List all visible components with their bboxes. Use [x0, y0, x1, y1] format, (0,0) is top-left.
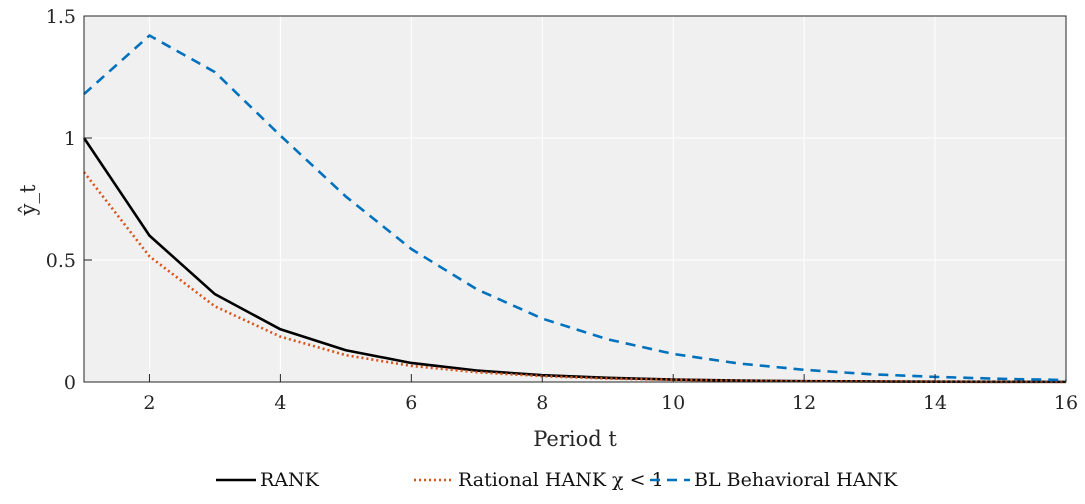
- x-tick-label: 12: [792, 392, 816, 414]
- plot-frame: [83, 15, 1067, 383]
- y-axis-title: ŷ_t: [16, 184, 40, 216]
- y-tick-label: 1.5: [46, 6, 76, 28]
- y-axis-label: ŷ_t: [16, 184, 40, 216]
- y-tick-label: 1: [64, 128, 76, 150]
- x-tick-label: 2: [143, 392, 155, 414]
- legend-label-bl-behavioral-hank: BL Behavioral HANK: [694, 469, 898, 491]
- x-tick-label: 6: [405, 392, 417, 414]
- legend-label-rational-hank-1: Rational HANK χ < 1: [458, 469, 664, 491]
- x-tick-label: 8: [536, 392, 548, 414]
- y-tick-label: 0.5: [46, 250, 76, 272]
- x-axis-title: Period t: [533, 427, 617, 451]
- axis-ticks: 2 4 6 8 10 12 14 16 0 0.5 1 1.5: [46, 6, 1078, 414]
- plot-area: [84, 16, 1066, 382]
- legend-label-rank: RANK: [260, 469, 320, 491]
- series-line-bl-behavioral-hank: [83, 34, 1067, 382]
- series-line-rational-hank-1: [82, 171, 1067, 384]
- x-tick-label: 16: [1054, 392, 1078, 414]
- legend: RANK Rational HANK χ < 1 BL Behavioral HAN…: [216, 469, 898, 491]
- x-tick-label: 14: [923, 392, 947, 414]
- y-tick-label: 0: [64, 372, 76, 394]
- x-tick-label: 4: [274, 392, 286, 414]
- x-tick-label: 10: [661, 392, 685, 414]
